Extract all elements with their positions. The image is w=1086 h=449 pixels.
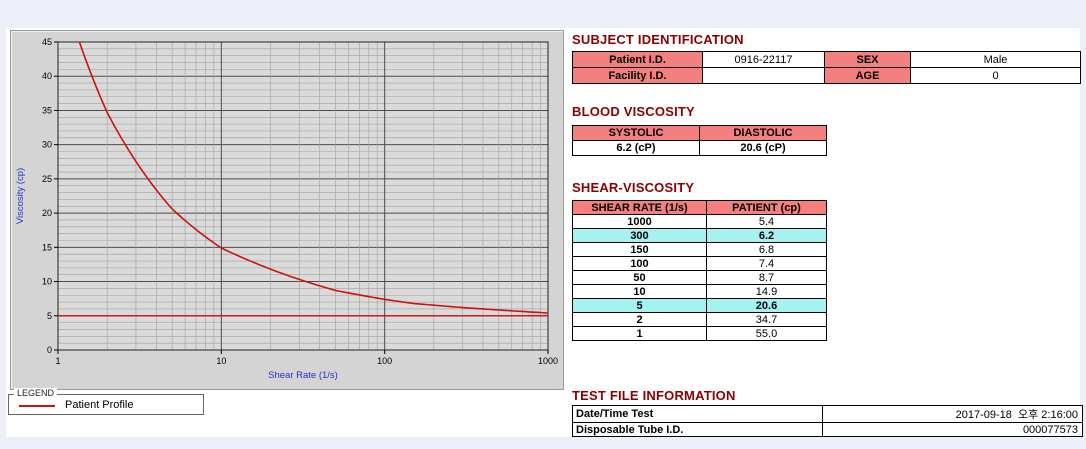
date-time-test-value: 2017-09-18 오후 2:16:00 <box>822 405 1083 423</box>
table-row: SHEAR RATE (1/s) PATIENT (cp) <box>572 200 827 215</box>
svg-text:Viscosity (cp): Viscosity (cp) <box>15 168 26 224</box>
shear-rate-cell: 2 <box>572 312 707 327</box>
disposable-tube-id-value: 000077573 <box>822 422 1083 437</box>
svg-text:10: 10 <box>216 356 226 366</box>
facility-id-label: Facility I.D. <box>572 67 703 84</box>
table-row: 300 6.2 <box>572 228 827 243</box>
diastolic-header: DIASTOLIC <box>699 125 827 141</box>
patient-viscosity-cell: 14.9 <box>706 284 827 299</box>
table-row: SYSTOLIC DIASTOLIC <box>572 125 827 141</box>
viscosity-chart-panel: 0 5 10 15 20 25 30 35 40 45 1 10 100 1000 Shear Rate (… <box>10 30 564 390</box>
patient-viscosity-cell: 8.7 <box>706 270 827 285</box>
shear-rate-cell: 50 <box>572 270 707 285</box>
svg-text:45: 45 <box>42 37 52 47</box>
shear-rate-cell: 1000 <box>572 214 707 229</box>
table-row: 100 7.4 <box>572 256 827 271</box>
table-row: 1000 5.4 <box>572 214 827 229</box>
shear-rate-header: SHEAR RATE (1/s) <box>572 200 707 215</box>
svg-text:1: 1 <box>55 356 60 366</box>
patient-viscosity-cell: 6.8 <box>706 242 827 257</box>
sex-label: SEX <box>824 51 911 68</box>
table-row: Facility I.D. AGE 0 <box>572 67 1081 84</box>
patient-cp-header: PATIENT (cp) <box>706 200 827 215</box>
shear-viscosity-table-body: 1000 5.4 300 6.2 150 6.8 100 7.4 50 8.7 10 14.9 5 20.… <box>572 214 827 341</box>
legend-item-label: Patient Profile <box>65 399 134 411</box>
shear-viscosity-table: SHEAR RATE (1/s) PATIENT (cp) 1000 5.4 300… <box>572 200 827 341</box>
table-row: 1 55.0 <box>572 326 827 341</box>
table-row: 10 14.9 <box>572 284 827 299</box>
shear-rate-cell: 1 <box>572 326 707 341</box>
patient-viscosity-cell: 20.6 <box>706 298 827 313</box>
subject-identification-table: Patient I.D. 0916-22117 SEX Male Facilit… <box>572 51 1081 84</box>
shear-viscosity-table-head: SHEAR RATE (1/s) PATIENT (cp) <box>572 200 827 215</box>
shear-rate-cell: 300 <box>572 228 707 243</box>
table-row: Date/Time Test 2017-09-18 오후 2:16:00 <box>572 405 1083 423</box>
shear-viscosity-chart: 0 5 10 15 20 25 30 35 40 45 1 10 100 1000 Shear Rate (… <box>15 37 558 381</box>
facility-id-value <box>702 67 825 84</box>
patient-viscosity-cell: 34.7 <box>706 312 827 327</box>
blood-viscosity-table: SYSTOLIC DIASTOLIC 6.2 (cP) 20.6 (cP) <box>572 125 827 156</box>
svg-text:35: 35 <box>42 105 52 115</box>
blood-viscosity-title: BLOOD VISCOSITY <box>572 104 695 119</box>
systolic-value: 6.2 (cP) <box>572 140 700 156</box>
content-panel: 0 5 10 15 20 25 30 35 40 45 1 10 100 1000 Shear Rate (… <box>6 28 1083 437</box>
svg-text:20: 20 <box>42 208 52 218</box>
patient-id-value: 0916-22117 <box>702 51 825 68</box>
patient-viscosity-cell: 55.0 <box>706 326 827 341</box>
patient-viscosity-cell: 7.4 <box>706 256 827 271</box>
legend-title: LEGEND <box>14 388 58 398</box>
shear-rate-cell: 5 <box>572 298 707 313</box>
table-row: 5 20.6 <box>572 298 827 313</box>
svg-text:10: 10 <box>42 277 52 287</box>
subject-identification-title: SUBJECT IDENTIFICATION <box>572 32 744 47</box>
shear-rate-cell: 150 <box>572 242 707 257</box>
shear-rate-cell: 10 <box>572 284 707 299</box>
disposable-tube-id-label: Disposable Tube I.D. <box>572 422 823 437</box>
svg-text:40: 40 <box>42 71 52 81</box>
age-label: AGE <box>824 67 911 84</box>
svg-text:25: 25 <box>42 174 52 184</box>
table-row: 2 34.7 <box>572 312 827 327</box>
svg-text:100: 100 <box>377 356 392 366</box>
test-file-information-title: TEST FILE INFORMATION <box>572 388 736 403</box>
diastolic-value: 20.6 (cP) <box>699 140 827 156</box>
date-time-test-label: Date/Time Test <box>572 405 823 423</box>
svg-text:Shear Rate (1/s): Shear Rate (1/s) <box>268 370 338 381</box>
legend-box: LEGEND Patient Profile <box>8 388 204 415</box>
age-value: 0 <box>910 67 1081 84</box>
svg-text:0: 0 <box>47 345 52 355</box>
svg-text:15: 15 <box>42 242 52 252</box>
table-row: 50 8.7 <box>572 270 827 285</box>
patient-viscosity-cell: 6.2 <box>706 228 827 243</box>
shear-rate-cell: 100 <box>572 256 707 271</box>
patient-viscosity-cell: 5.4 <box>706 214 827 229</box>
svg-text:1000: 1000 <box>538 356 558 366</box>
shear-viscosity-title: SHEAR-VISCOSITY <box>572 180 695 195</box>
sex-value: Male <box>910 51 1081 68</box>
svg-text:30: 30 <box>42 140 52 150</box>
patient-id-label: Patient I.D. <box>572 51 703 68</box>
table-row: 6.2 (cP) 20.6 (cP) <box>572 140 827 156</box>
test-file-information-table: Date/Time Test 2017-09-18 오후 2:16:00 Dis… <box>572 405 1083 437</box>
svg-text:5: 5 <box>47 311 52 321</box>
table-row: 150 6.8 <box>572 242 827 257</box>
systolic-header: SYSTOLIC <box>572 125 700 141</box>
table-row: Disposable Tube I.D. 000077573 <box>572 422 1083 437</box>
legend-line-sample <box>19 405 55 407</box>
table-row: Patient I.D. 0916-22117 SEX Male <box>572 51 1081 68</box>
